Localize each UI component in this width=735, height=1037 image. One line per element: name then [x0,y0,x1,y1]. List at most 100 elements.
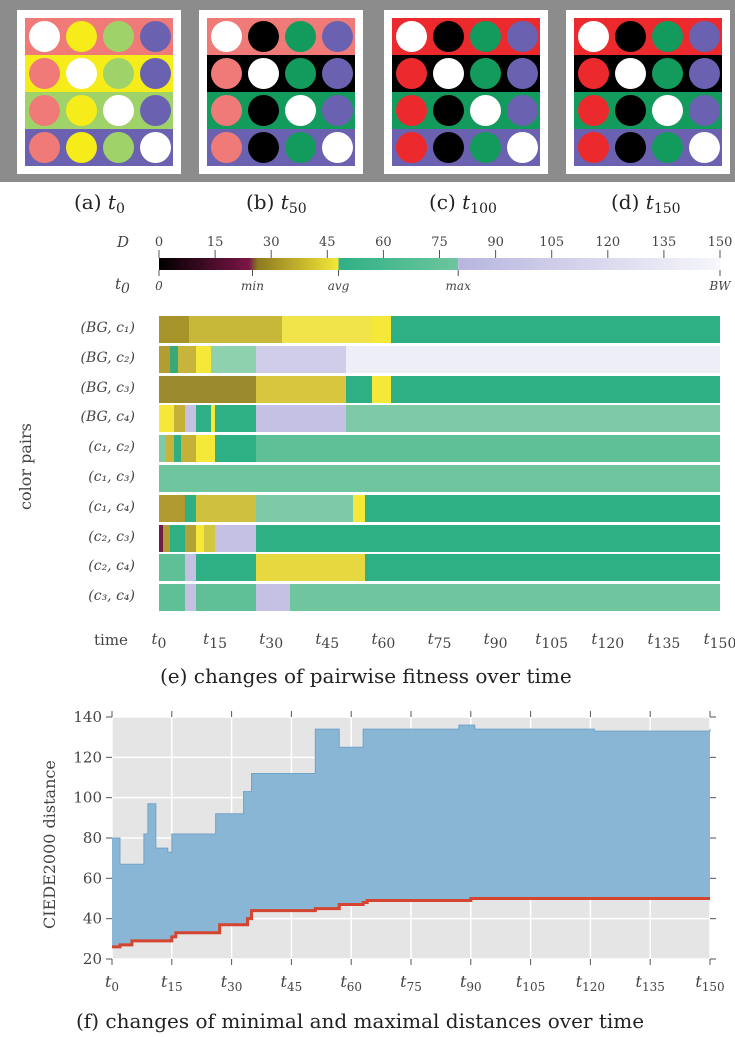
pair-bar [159,584,720,612]
panel-dot [615,95,646,126]
panel-dot [433,58,464,89]
panel-dot [470,21,501,52]
pair-segment [181,435,197,463]
panel-dot [578,132,609,163]
panel-band [25,129,173,166]
pair-segment [177,345,197,373]
panel-dot [689,21,720,52]
legend-t0-sub: 0 [121,281,130,297]
pair-label: (c₃, c₄) [88,588,135,605]
palette-panel-1 [199,10,363,174]
time-tick-var: t [259,630,266,648]
legend-d-tick-label: 105 [539,235,564,250]
pair-segment [196,524,205,552]
panel-dot [322,132,353,163]
area-caption: (f) changes of minimal and maximal dista… [76,1009,645,1033]
pair-segment [364,554,373,582]
panel-dot [689,132,720,163]
pair-segment [346,405,720,433]
panel-dot [285,21,316,52]
pair-segment [215,524,257,552]
panel-band [392,18,540,55]
panel-dot [433,132,464,163]
panel-dot [322,58,353,89]
pair-segment [188,316,283,343]
time-tick-label: t105 [535,630,568,652]
pair-label: (c₁, c₂) [88,439,135,456]
time-tick-sub: 45 [321,636,340,652]
time-tick-sub: 135 [653,636,681,652]
time-tick-label: t0 [152,630,167,652]
pair-segment [256,494,354,522]
panel-dot [103,21,134,52]
y-tick-label: 100 [73,789,102,807]
panel-caption-var: t [645,190,654,214]
pair-segment [159,435,167,463]
y-tick-label: 120 [73,748,102,766]
pair-segment [215,435,257,463]
panel-dot [433,95,464,126]
panel-dot [248,58,279,89]
time-tick-label: t45 [315,630,339,652]
pair-segment [159,584,186,612]
panel-dot [248,21,279,52]
x-tick-label: t150 [695,972,724,994]
time-tick-label: t60 [371,630,395,652]
panel-band [207,55,355,92]
pair-segment [185,405,197,433]
time-tick-var: t [371,630,378,648]
legend-t0-var: t [115,275,122,293]
pair-segment [159,375,257,403]
pair-label: (c₂, c₄) [88,558,135,575]
panel-dot [322,95,353,126]
legend-d-tick-label: 60 [375,235,392,250]
panel-dot [140,58,171,89]
panel-caption-var: t [107,190,116,214]
pair-segment [185,584,197,612]
legend-d-tick-label: 75 [431,235,448,250]
pair-segment [196,584,257,612]
pair-segment [364,494,720,522]
pair-segment [166,435,175,463]
panel-dot [578,58,609,89]
y-tick-label: 20 [83,950,102,968]
panel-dot [211,58,242,89]
legend-d-tick-label: 150 [708,235,733,250]
panel-caption-letter: (d) [611,190,646,214]
panel-dot [396,132,427,163]
pair-segment [282,316,373,343]
pair-segment [159,554,186,582]
distance-band-area [112,725,710,947]
x-tick-label: t120 [576,972,605,994]
pair-segment [159,405,175,433]
panel-dot [29,21,60,52]
colorbar-low [159,258,339,270]
pair-segment [185,494,197,522]
time-tick-var: t [647,630,654,648]
y-tick-label: 40 [83,910,102,928]
legend-d-tick-label: 0 [155,235,163,250]
pair-segment [159,316,190,343]
panel-dot [689,58,720,89]
time-tick-var: t [703,630,710,648]
y-tick-label: 140 [73,708,102,726]
pair-segment [256,375,347,403]
panel-band [207,92,355,129]
time-tick-label: t135 [648,630,681,652]
panel-dot [285,132,316,163]
pair-segment [196,494,257,522]
x-tick-label: t15 [161,972,183,994]
pair-label: (BG, c₁) [80,320,135,336]
panel-caption-sub: 100 [470,201,497,217]
legend-t0-mark: 0 [155,279,163,293]
time-tick-sub: 0 [157,636,167,652]
legend-t0-mark: BW [708,279,732,293]
panel-dot [29,58,60,89]
pair-segment [346,375,373,403]
pair-segment [159,524,164,552]
pair-segment [173,405,186,433]
pair-bar [159,494,720,522]
pair-segment [372,316,392,343]
panel-band [574,55,722,92]
time-tick-label: t30 [259,630,283,652]
